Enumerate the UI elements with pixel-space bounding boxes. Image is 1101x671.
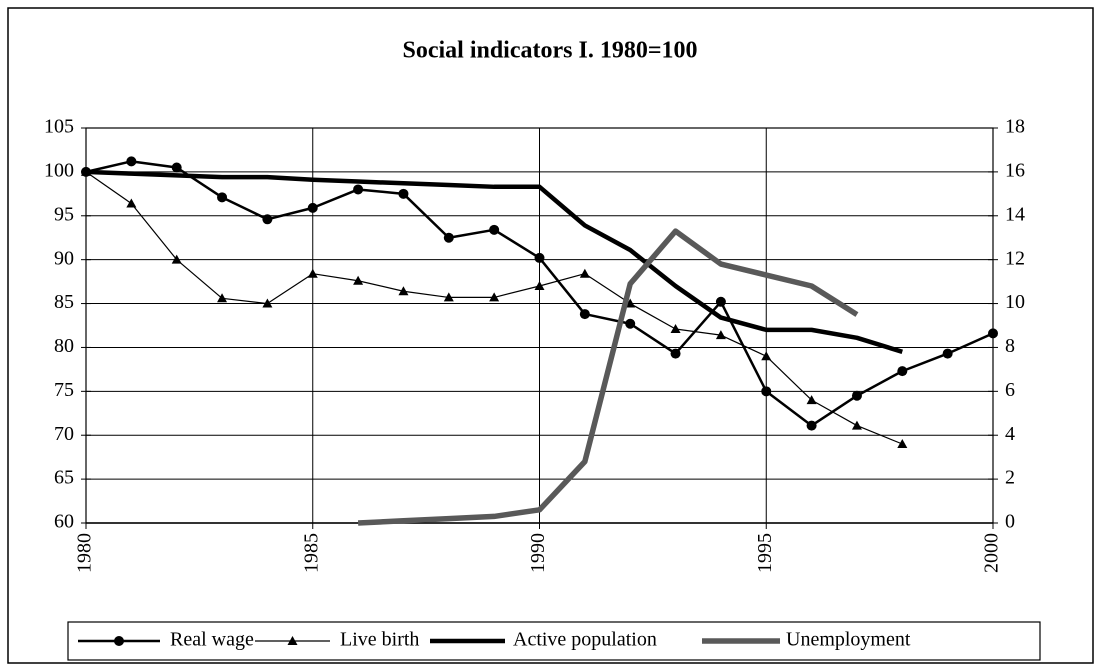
y2-tick-label: 6 [1005,379,1015,401]
chart-title: Social indicators I. 1980=100 [402,38,697,64]
legend-box [67,621,1041,661]
x-tick-label: 1990 [527,533,549,573]
series-line [85,169,903,354]
data-point [262,214,273,225]
data-point [398,188,409,199]
data-point [307,202,318,213]
y2-tick-label: 16 [1005,159,1025,181]
y2-tick-label: 18 [1005,116,1025,138]
legend-label: Live birth [340,629,419,651]
y-tick-label: 75 [54,379,74,401]
y2-tick-label: 8 [1005,335,1015,357]
data-point [353,275,364,285]
data-point [217,293,228,303]
y-tick-label: 100 [44,159,74,181]
legend-label: Active population [513,629,657,651]
series-line [357,228,859,526]
data-point [942,348,953,359]
y2-tick-label: 2 [1005,467,1015,489]
data-point [398,286,409,296]
data-point [806,420,817,431]
x-tick-label: 1985 [300,533,322,573]
y-tick-label: 65 [54,467,74,489]
data-point [897,366,908,377]
data-point [171,162,182,173]
data-point [715,296,726,307]
x-tick-label: 2000 [981,533,1003,573]
y2-tick-label: 10 [1005,291,1025,313]
data-point [761,351,772,361]
y-tick-label: 70 [54,423,74,445]
data-point [171,254,182,264]
y-tick-label: 80 [54,335,74,357]
data-point [625,318,636,329]
data-point [307,268,318,278]
data-point [443,232,454,243]
y2-tick-label: 14 [1005,203,1025,225]
y-tick-label: 105 [44,116,74,138]
y2-tick-label: 4 [1005,423,1015,445]
data-point [489,292,500,302]
legend-label: Real wage [170,629,254,651]
data-point [625,298,636,308]
y-tick-label: 95 [54,203,74,225]
data-point [126,198,137,208]
data-point [579,268,590,278]
data-point [262,298,273,308]
y2-tick-label: 12 [1005,247,1025,269]
data-point [534,281,545,290]
data-point [579,309,590,320]
data-point [897,439,908,448]
data-point [670,324,681,334]
data-point [851,390,862,401]
data-point [715,330,726,340]
data-point [353,184,364,195]
data-point [443,292,454,302]
data-point [489,224,500,235]
data-point [217,192,228,203]
data-point [670,348,681,359]
data-point [126,156,137,167]
y2-tick-label: 0 [1005,511,1015,533]
y-tick-label: 85 [54,291,74,313]
x-tick-label: 1995 [754,533,776,573]
data-point [806,395,817,405]
legend-marker [114,636,124,646]
legend-marker [287,636,298,645]
data-point [534,252,545,263]
data-point [761,386,772,397]
y-tick-label: 60 [54,511,74,533]
legend-label: Unemployment [786,629,911,651]
y-tick-label: 90 [54,247,74,269]
x-tick-label: 1980 [74,533,96,573]
data-point [988,328,998,339]
data-point [851,420,862,430]
